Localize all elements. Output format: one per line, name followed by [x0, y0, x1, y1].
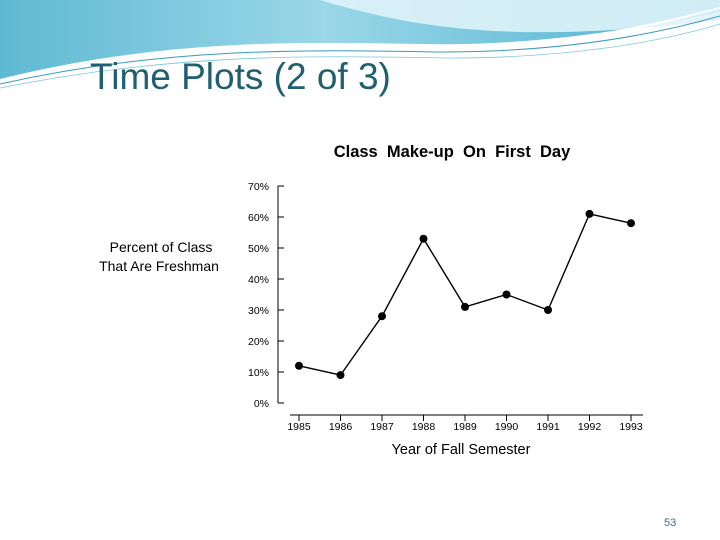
x-tick-label: 1985: [287, 421, 311, 433]
y-tick-label: 30%: [248, 305, 269, 317]
y-tick-label: 40%: [248, 274, 269, 286]
x-tick-label: 1993: [619, 421, 643, 433]
x-tick-label: 1986: [329, 421, 353, 433]
x-tick-label: 1988: [412, 421, 436, 433]
data-point: [336, 371, 345, 380]
x-tick-label: 1991: [536, 421, 560, 433]
data-point: [378, 312, 386, 321]
data-point: [461, 302, 469, 311]
slide-title: Time Plots (2 of 3): [90, 56, 391, 97]
x-tick-label: 1987: [370, 421, 394, 433]
data-point: [627, 219, 635, 228]
header-swoosh-decoration: [0, 0, 720, 89]
y-tick-label: 10%: [248, 367, 269, 379]
x-tick-label: 1990: [495, 421, 519, 433]
x-tick-label: 1989: [453, 421, 477, 433]
data-point: [295, 361, 303, 370]
data-point: [585, 209, 594, 218]
y-tick-label: 20%: [248, 336, 269, 348]
data-point: [544, 306, 552, 314]
y-tick-label: 60%: [248, 212, 269, 224]
data-point: [419, 234, 428, 243]
page-number: 53: [664, 517, 677, 529]
y-tick-label: 0%: [254, 398, 269, 410]
chart-panel: Class Make-up On First Day Percent of Cl…: [83, 128, 664, 468]
y-tick-label: 50%: [248, 243, 269, 255]
x-axis-label: Year of Fall Semester: [392, 442, 531, 458]
series-line: [298, 213, 632, 376]
line-chart: Class Make-up On First Day Percent of Cl…: [99, 143, 643, 458]
x-tick-label: 1992: [578, 421, 602, 433]
y-axis-label-line-1: Percent of Class: [110, 239, 213, 255]
chart-title: Class Make-up On First Day: [334, 143, 571, 161]
data-point: [502, 290, 511, 299]
y-axis-label-line-2: That Are Freshman: [99, 258, 219, 274]
y-tick-label: 70%: [248, 181, 269, 193]
